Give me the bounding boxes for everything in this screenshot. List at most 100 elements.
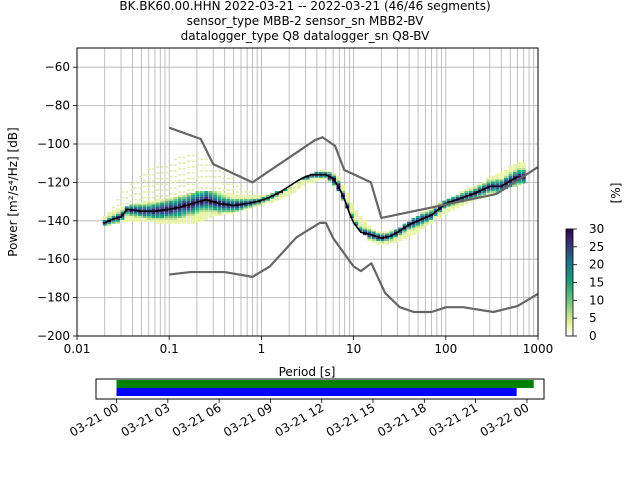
pdf-bin	[120, 206, 125, 209]
pdf-bin	[160, 217, 165, 220]
pdf-bin	[274, 194, 279, 197]
x-tick-label: 100	[434, 342, 457, 356]
pdf-bin	[340, 185, 345, 188]
pdf-bin	[248, 196, 253, 199]
pdf-bin	[504, 173, 509, 176]
pdf-bin	[213, 204, 218, 207]
pdf-bin	[217, 194, 222, 197]
pdf-bin	[133, 212, 138, 215]
pdf-bin	[168, 202, 173, 205]
pdf-bin	[111, 215, 116, 218]
pdf-bin	[151, 217, 156, 220]
pdf-bin	[235, 194, 240, 197]
pdf-bin	[164, 206, 169, 209]
pdf-bin	[146, 200, 151, 203]
pdf-bin	[138, 215, 143, 218]
pdf-bin	[362, 227, 367, 230]
pdf-bin	[274, 196, 279, 199]
pdf-bin-sparse	[125, 196, 129, 199]
plot-lines	[104, 126, 539, 314]
pdf-bin-sparse	[187, 183, 191, 186]
pdf-bin	[411, 231, 416, 234]
pdf-bin	[124, 215, 129, 218]
pdf-bin	[420, 219, 425, 222]
pdf-bin	[226, 212, 231, 215]
pdf-bin	[124, 212, 129, 215]
pdf-bin	[208, 210, 213, 213]
pdf-bin	[226, 194, 231, 197]
pdf-bin	[274, 198, 279, 201]
pdf-bin	[407, 221, 412, 224]
pdf-bin	[477, 191, 482, 193]
pdf-bin	[459, 204, 464, 207]
pdf-bin	[336, 183, 341, 186]
pdf-bin	[226, 198, 231, 201]
pdf-bin	[499, 171, 504, 174]
pdf-bin	[129, 214, 134, 217]
pdf-bin	[261, 194, 266, 197]
pdf-bin	[446, 198, 451, 201]
pdf-bin	[340, 191, 345, 193]
pdf-bin	[160, 202, 165, 205]
pdf-bin	[504, 185, 509, 188]
pdf-bin-sparse	[178, 168, 182, 170]
pdf-bin	[182, 200, 187, 203]
coverage-tick-label: 03-21 18	[375, 400, 429, 439]
pdf-bin	[473, 191, 478, 193]
pdf-bin	[204, 212, 209, 215]
pdf-bin	[177, 202, 182, 205]
pdf-bin	[217, 198, 222, 201]
x-tick-label: 1	[258, 342, 266, 356]
pdf-bin	[349, 204, 354, 207]
pdf-bin	[305, 181, 310, 184]
pdf-bin	[459, 198, 464, 201]
pdf-bin-sparse	[169, 170, 173, 172]
pdf-bin-sparse	[142, 196, 146, 199]
pdf-bin	[146, 219, 151, 222]
pdf-bin	[177, 219, 182, 222]
pdf-bin	[243, 208, 248, 211]
pdf-bin-sparse	[231, 177, 235, 180]
pdf-bin-sparse	[209, 170, 213, 172]
pdf-bin	[190, 208, 195, 211]
x-tick-label: 1000	[523, 342, 554, 356]
pdf-bin	[402, 231, 407, 234]
pdf-bin	[499, 181, 504, 184]
pdf-bin	[221, 206, 226, 209]
plot-frame	[76, 47, 539, 337]
pdf-bin-sparse	[160, 189, 164, 191]
pdf-bin	[199, 215, 204, 218]
pdf-bin	[371, 233, 376, 236]
pdf-bin	[208, 212, 213, 215]
pdf-bin	[182, 196, 187, 199]
pdf-bin	[367, 225, 372, 228]
pdf-bin	[495, 175, 500, 178]
pdf-bin	[133, 208, 138, 211]
pdf-bin	[115, 208, 120, 211]
pdf-bin	[411, 227, 416, 230]
pdf-bin-sparse	[134, 198, 138, 201]
pdf-bin	[389, 239, 394, 241]
pdf-bin	[411, 229, 416, 232]
pdf-bin	[186, 196, 191, 199]
pdf-bin	[226, 196, 231, 199]
pdf-bin	[389, 229, 394, 232]
pdf-bin	[287, 191, 292, 193]
pdf-bin	[195, 196, 200, 199]
pdf-bin	[199, 202, 204, 205]
pdf-bin	[173, 198, 178, 201]
pdf-bin	[371, 229, 376, 232]
pdf-bin	[257, 194, 262, 197]
pdf-bin	[451, 204, 456, 207]
pdf-bin	[380, 235, 385, 238]
pdf-bin	[155, 217, 160, 220]
pdf-bin	[252, 202, 257, 205]
pdf-bin-sparse	[187, 160, 191, 163]
pdf-bin	[499, 177, 504, 180]
pdf-bin-sparse	[200, 164, 204, 166]
pdf-bin	[517, 169, 522, 172]
pdf-bin-sparse	[178, 173, 182, 176]
pdf-bin	[190, 194, 195, 197]
pdf-bin-sparse	[231, 189, 235, 191]
pdf-bin-sparse	[178, 185, 182, 188]
